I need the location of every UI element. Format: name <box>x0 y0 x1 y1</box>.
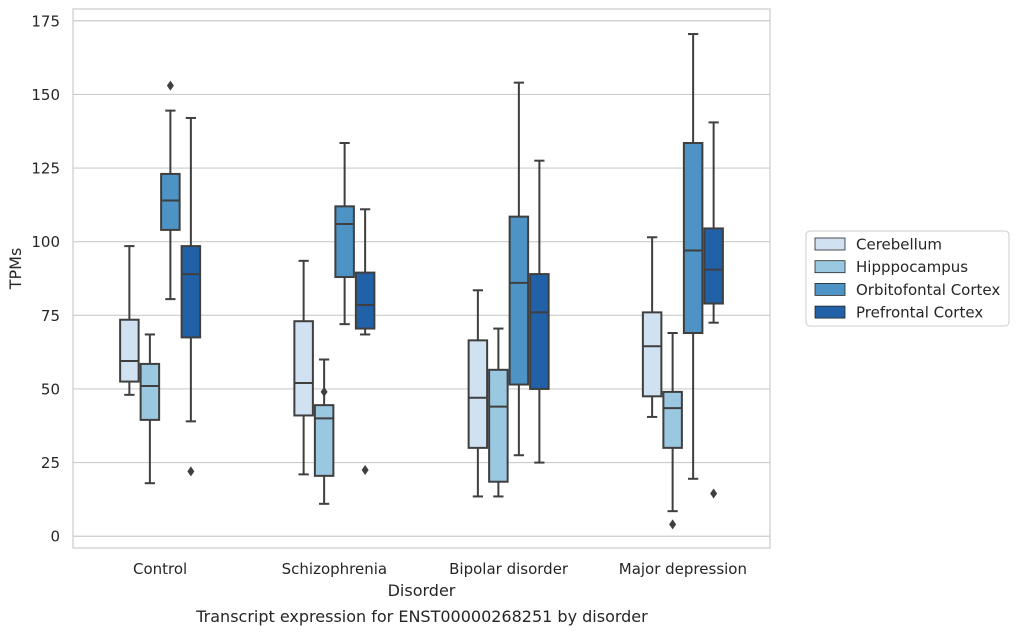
box-orbitofontal-cortex-1 <box>334 142 355 326</box>
box-iqr <box>467 339 489 449</box>
outlier-point <box>166 80 174 91</box>
box-iqr <box>529 273 550 390</box>
y-tick-label: 150 <box>31 86 60 104</box>
y-tick-label: 50 <box>41 380 60 398</box>
box-cerebellum-3 <box>641 236 663 418</box>
legend: Cerebellum Hipppocampus Orbitofontal Corte… <box>805 230 1010 327</box>
box-iqr <box>313 404 335 477</box>
gridlines <box>73 20 770 537</box>
box-iqr <box>488 368 509 483</box>
x-tick-label: Bipolar disorder <box>449 560 569 578</box>
legend-label: Cerebellum <box>856 236 942 254</box>
y-axis-ticks: 0 25 50 75 100 125 150 175 <box>31 12 60 545</box>
y-tick-label: 100 <box>31 233 60 251</box>
legend-swatch <box>814 237 846 251</box>
box-orbitofontal-cortex-0 <box>160 80 181 301</box>
box-iqr <box>119 318 140 383</box>
boxes <box>119 33 724 530</box>
box-orbitofontal-cortex-3 <box>682 33 704 480</box>
y-tick-label: 25 <box>41 454 60 472</box>
box-hipppocampus-3 <box>662 331 683 530</box>
box-hipppocampus-0 <box>139 333 161 485</box>
box-hipppocampus-1 <box>313 358 335 505</box>
x-axis-label: Disorder <box>388 581 456 600</box>
outlier-point <box>187 466 195 477</box>
outlier-point <box>669 519 677 530</box>
legend-frame <box>805 230 1010 327</box>
y-tick-label: 175 <box>31 12 60 30</box>
box-iqr <box>334 205 355 279</box>
box-iqr <box>703 227 724 305</box>
legend-swatch <box>814 282 846 296</box>
x-tick-label: Schizophrenia <box>282 560 387 578</box>
box-prefrontal-cortex-0 <box>180 116 202 477</box>
box-iqr <box>354 271 376 330</box>
box-iqr <box>139 362 161 421</box>
x-tick-label: Control <box>133 560 187 578</box>
box-hipppocampus-2 <box>488 327 509 498</box>
outlier-point <box>710 488 718 499</box>
legend-label: Orbitofontal Cortex <box>856 281 1000 299</box>
y-axis-label: TPMs <box>6 248 25 291</box>
outlier-point <box>320 386 328 397</box>
box-cerebellum-1 <box>293 259 314 476</box>
box-prefrontal-cortex-2 <box>529 159 550 464</box>
legend-label: Prefrontal Cortex <box>856 304 983 322</box>
box-orbitofontal-cortex-2 <box>508 81 530 457</box>
box-iqr <box>682 142 704 334</box>
legend-swatch <box>814 260 846 274</box>
box-cerebellum-0 <box>119 245 140 396</box>
box-iqr <box>180 245 202 339</box>
box-iqr <box>293 320 314 417</box>
box-cerebellum-2 <box>467 289 489 498</box>
y-tick-label: 75 <box>41 307 60 325</box>
chart-caption: Transcript expression for ENST0000026825… <box>195 607 648 626</box>
box-iqr <box>641 311 663 398</box>
x-tick-label: Major depression <box>619 560 747 578</box>
box-prefrontal-cortex-1 <box>354 208 376 475</box>
outlier-point <box>361 464 369 475</box>
box-iqr <box>160 172 181 231</box>
x-axis-ticks: Control Schizophrenia Bipolar disorder Majo… <box>133 560 747 578</box>
legend-label: Hipppocampus <box>856 258 968 276</box>
legend-swatch <box>814 305 846 319</box>
plot-area-frame <box>72 8 771 549</box>
box-prefrontal-cortex-3 <box>703 121 724 499</box>
y-tick-label: 0 <box>50 528 60 546</box>
y-tick-label: 125 <box>31 160 60 178</box>
box-iqr <box>662 390 683 449</box>
box-iqr <box>508 215 530 386</box>
